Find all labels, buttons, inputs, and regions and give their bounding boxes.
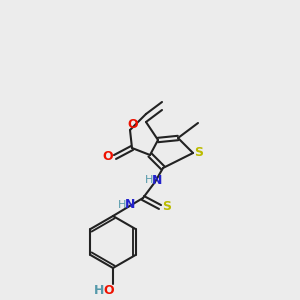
Text: H: H [94, 284, 104, 296]
Text: O: O [128, 118, 138, 131]
Text: S: S [194, 146, 203, 160]
Text: N: N [125, 199, 135, 212]
Text: H: H [145, 175, 153, 185]
Text: N: N [152, 173, 162, 187]
Text: H: H [118, 200, 126, 210]
Text: S: S [163, 200, 172, 214]
Text: O: O [103, 151, 113, 164]
Text: O: O [104, 284, 114, 296]
